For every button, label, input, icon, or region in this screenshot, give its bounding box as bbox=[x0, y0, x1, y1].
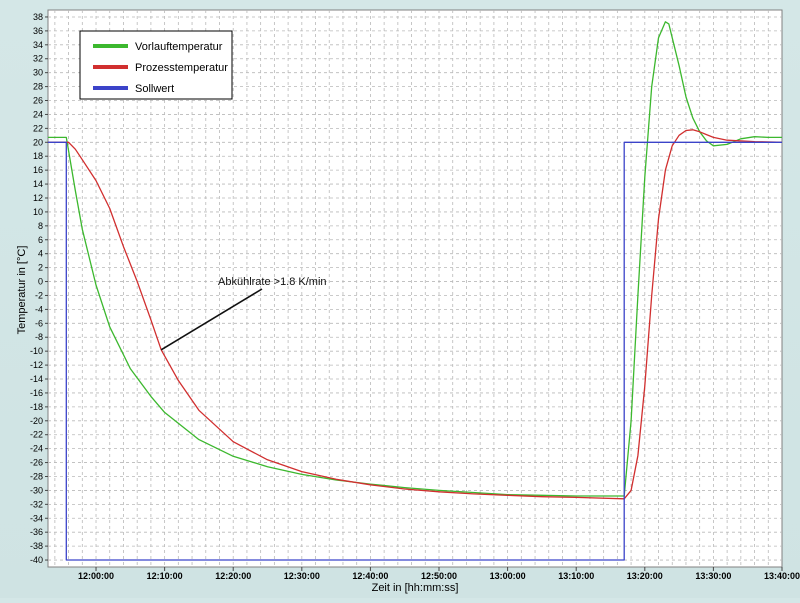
y-tick-label: 18 bbox=[33, 151, 43, 161]
x-tick-label: 13:20:00 bbox=[627, 571, 663, 581]
legend-label: Vorlauftemperatur bbox=[135, 41, 223, 53]
y-tick-label: -12 bbox=[30, 360, 43, 370]
y-tick-label: -20 bbox=[30, 416, 43, 426]
y-tick-label: 4 bbox=[38, 249, 43, 259]
y-tick-label: 32 bbox=[33, 54, 43, 64]
y-tick-label: -18 bbox=[30, 402, 43, 412]
plot-area bbox=[47, 9, 783, 568]
y-tick-label: 8 bbox=[38, 221, 43, 231]
tick-labels: 38363432302826242220181614121086420-2-4-… bbox=[30, 12, 800, 581]
y-tick-label: -4 bbox=[35, 304, 43, 314]
annotation-pointer bbox=[160, 288, 263, 351]
x-tick-label: 12:40:00 bbox=[352, 571, 388, 581]
y-tick-label: 36 bbox=[33, 26, 43, 36]
y-tick-label: 14 bbox=[33, 179, 43, 189]
x-tick-label: 13:10:00 bbox=[558, 571, 594, 581]
y-tick-label: -10 bbox=[30, 346, 43, 356]
y-tick-label: 28 bbox=[33, 82, 43, 92]
x-tick-label: 12:20:00 bbox=[215, 571, 251, 581]
x-tick-label: 12:10:00 bbox=[147, 571, 183, 581]
x-axis-label: Zeit in [hh:mm:ss] bbox=[372, 582, 459, 594]
y-tick-label: 2 bbox=[38, 263, 43, 273]
y-tick-label: 0 bbox=[38, 277, 43, 287]
y-tick-label: -36 bbox=[30, 527, 43, 537]
y-tick-label: 6 bbox=[38, 235, 43, 245]
annotation-label: Abkühlrate >1.8 K/min bbox=[218, 276, 327, 288]
y-tick-label: -34 bbox=[30, 513, 43, 523]
y-tick-label: -40 bbox=[30, 555, 43, 565]
y-tick-label: 16 bbox=[33, 165, 43, 175]
x-tick-label: 13:40:00 bbox=[764, 571, 800, 581]
y-axis-label: Temperatur in [°C] bbox=[16, 246, 28, 335]
y-tick-label: 10 bbox=[33, 207, 43, 217]
x-tick-label: 13:30:00 bbox=[695, 571, 731, 581]
y-tick-label: -2 bbox=[35, 290, 43, 300]
y-tick-label: -22 bbox=[30, 430, 43, 440]
y-tick-label: -26 bbox=[30, 458, 43, 468]
legend-label: Sollwert bbox=[135, 83, 174, 95]
x-tick-label: 13:00:00 bbox=[490, 571, 526, 581]
y-tick-label: -32 bbox=[30, 499, 43, 509]
y-tick-label: 24 bbox=[33, 109, 43, 119]
x-tick-label: 12:50:00 bbox=[421, 571, 457, 581]
y-tick-label: -8 bbox=[35, 332, 43, 342]
y-tick-label: -38 bbox=[30, 541, 43, 551]
x-tick-label: 12:00:00 bbox=[78, 571, 114, 581]
y-tick-label: 34 bbox=[33, 40, 43, 50]
y-tick-label: 12 bbox=[33, 193, 43, 203]
y-tick-label: 30 bbox=[33, 68, 43, 78]
y-tick-label: -6 bbox=[35, 318, 43, 328]
y-tick-label: -14 bbox=[30, 374, 43, 384]
series-line-3 bbox=[48, 141, 782, 561]
y-tick-label: -30 bbox=[30, 485, 43, 495]
series-line-2 bbox=[48, 129, 783, 500]
series-line-1 bbox=[48, 21, 782, 497]
y-tick-label: 38 bbox=[33, 12, 43, 22]
y-tick-label: 20 bbox=[33, 137, 43, 147]
y-tick-label: -28 bbox=[30, 471, 43, 481]
series-layer bbox=[48, 21, 783, 561]
y-tick-label: -16 bbox=[30, 388, 43, 398]
y-tick-label: 26 bbox=[33, 96, 43, 106]
y-tick-label: -24 bbox=[30, 444, 43, 454]
x-tick-label: 12:30:00 bbox=[284, 571, 320, 581]
y-tick-label: 22 bbox=[33, 123, 43, 133]
annotation: Abkühlrate >1.8 K/min bbox=[160, 276, 327, 351]
legend: Vorlauftemperatur Prozesstemperatur Sollwe… bbox=[79, 30, 233, 100]
legend-label: Prozesstemperatur bbox=[135, 62, 228, 74]
